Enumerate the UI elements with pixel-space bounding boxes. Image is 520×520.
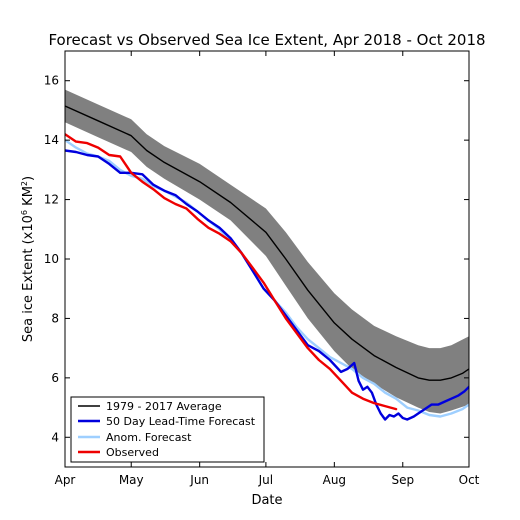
y-axis-title-main: Sea ice Extent (x10 [21,215,36,342]
average-range-band [65,89,469,414]
x-tick-label-apr: Apr [55,473,76,487]
y-axis-title-exp: 6 [20,210,29,215]
y-axis-title-close: ) [21,176,36,181]
y-tick-label-16: 16 [44,74,59,88]
x-tick-label-jul: Jul [258,473,273,487]
legend-label-anom-forecast: Anom. Forecast [106,431,192,444]
y-axis-title-unit: KM [21,186,36,206]
x-tick-label-may: May [119,473,144,487]
band-layer [65,89,469,414]
x-tick-label-sep: Sep [391,473,414,487]
x-tick-label-jun: Jun [189,473,209,487]
legend-label-observed: Observed [106,446,159,459]
x-tick-label-oct: Oct [459,473,480,487]
chart-title: Forecast vs Observed Sea Ice Extent, Apr… [48,31,485,49]
series-line-50-day-lead-time-forecast [65,149,469,421]
y-axis-title: Sea ice Extent (x106 KM2) [20,176,36,342]
y-tick-label-12: 12 [44,193,59,207]
y-tick-label-6: 6 [51,371,59,385]
x-axis-title: Date [251,493,282,508]
x-tick-label-aug: Aug [323,473,346,487]
series-line-1979-2017-average [65,105,469,381]
y-tick-label-10: 10 [44,252,59,266]
legend-label-lead-forecast: 50 Day Lead-Time Forecast [106,415,256,428]
y-tick-label-4: 4 [51,430,59,444]
y-tick-label-14: 14 [44,133,59,147]
legend-label-average: 1979 - 2017 Average [106,400,222,413]
y-tick-label-8: 8 [51,311,59,325]
series-layer [65,105,469,421]
legend-box [70,396,265,463]
series-line-observed [65,132,398,411]
legend: 1979 - 2017 Average 50 Day Lead-Time For… [70,396,265,463]
y-axis-title-unit-exp: 2 [20,181,29,186]
tick-layer: Apr May Jun Jul Aug Sep Oct 4 6 8 10 12 14 16 [44,51,480,487]
